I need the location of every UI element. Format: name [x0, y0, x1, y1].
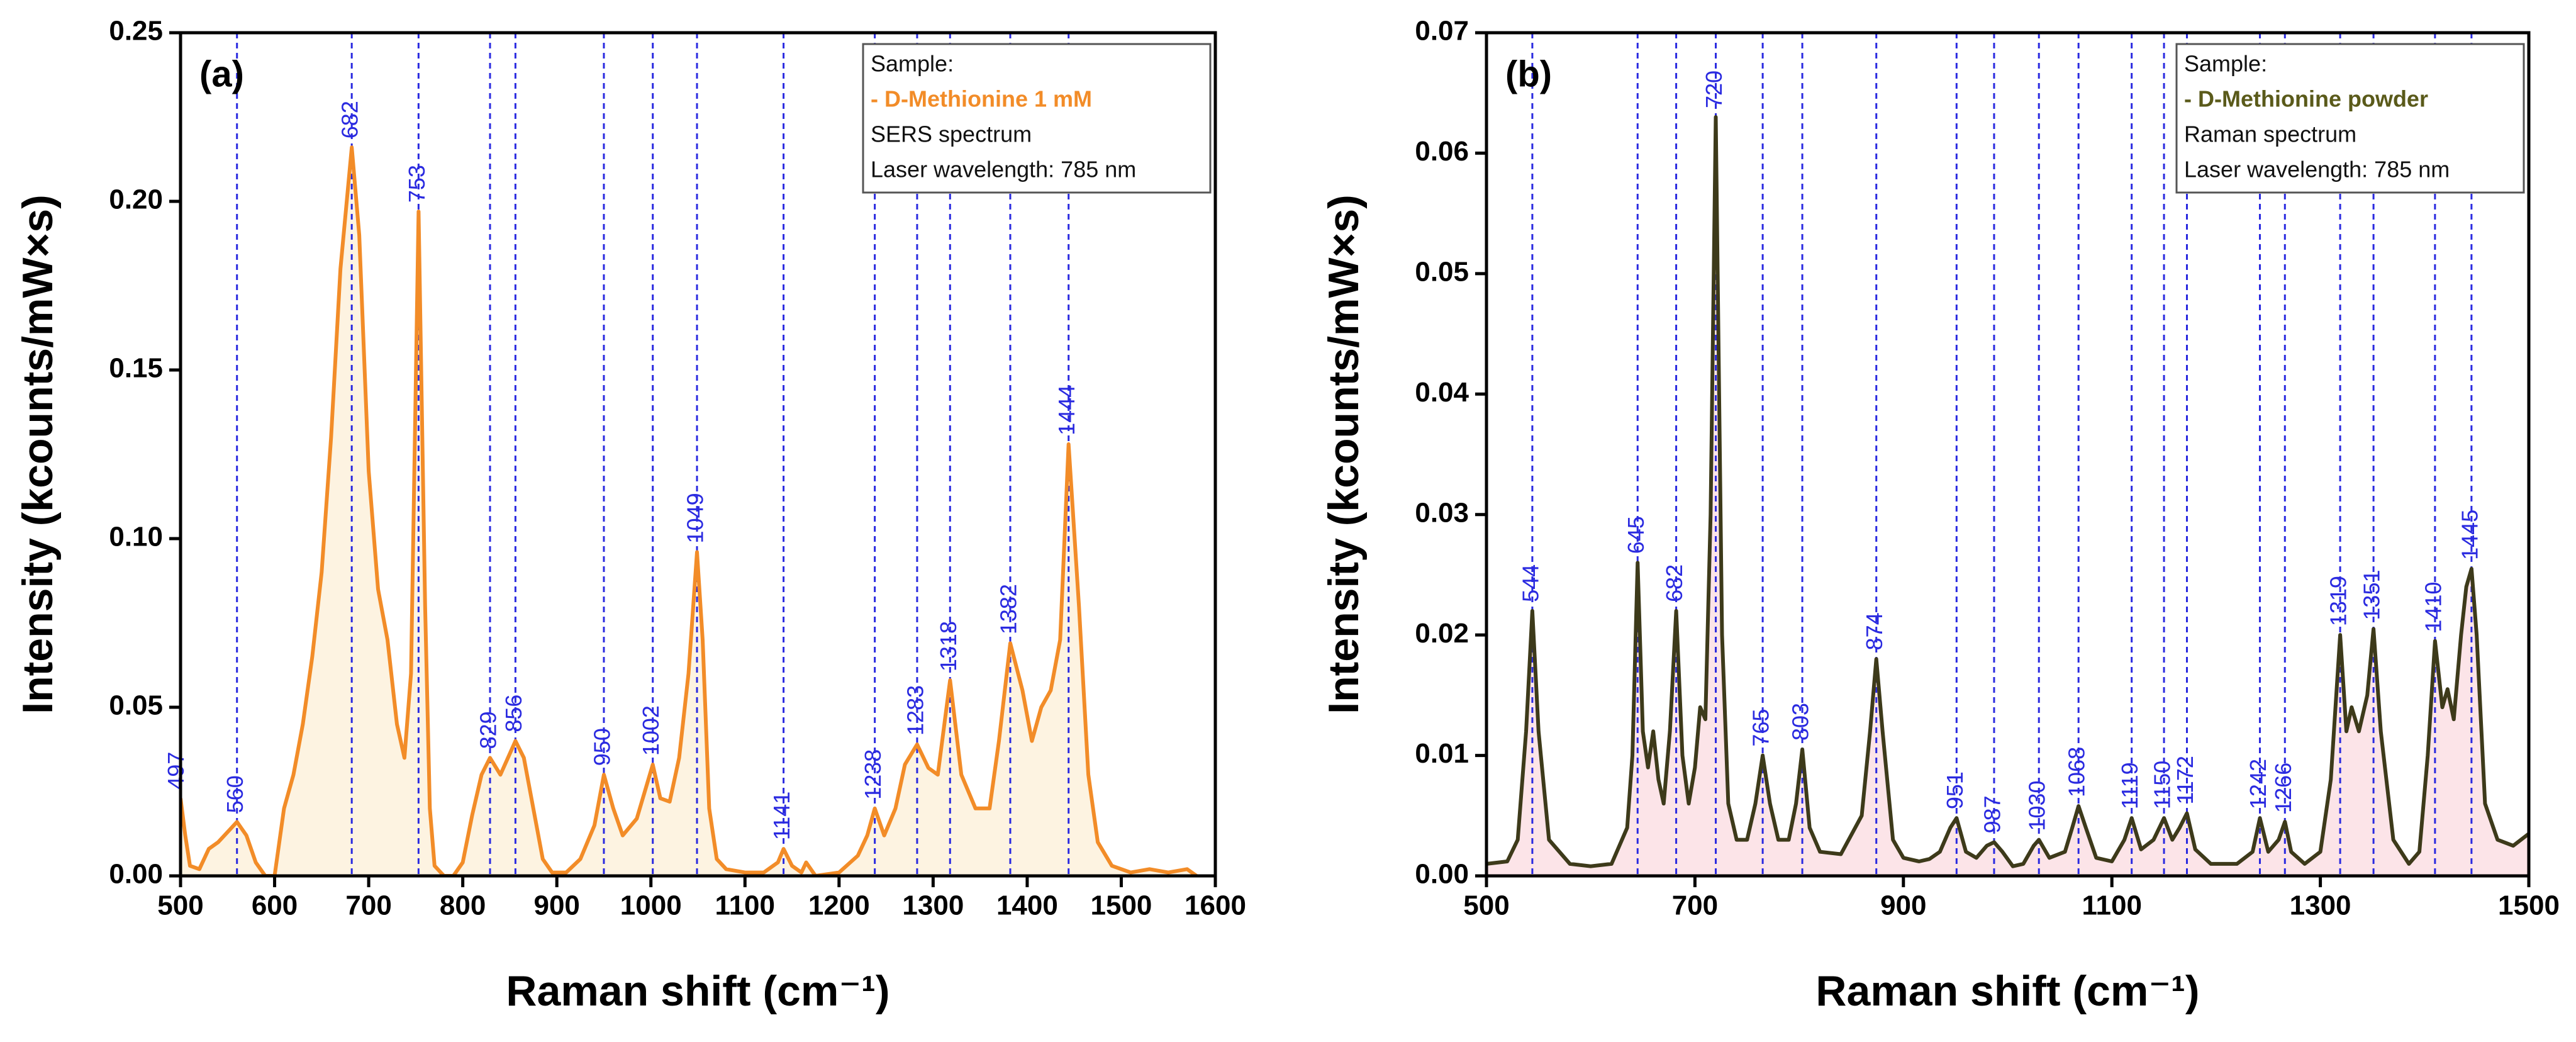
- plot-frame: [1485, 31, 2531, 878]
- panel-label: (a): [199, 53, 244, 94]
- x-tick-label: 800: [440, 890, 486, 921]
- x-tick-label: 1300: [902, 890, 964, 921]
- peak-label: 765: [1748, 709, 1774, 746]
- peak-label: 753: [404, 165, 430, 203]
- y-tick-label: 0.04: [1415, 377, 1469, 408]
- x-tick-label: 1600: [1185, 890, 1246, 921]
- peak-label: 1319: [2326, 576, 2351, 626]
- x-tick-label: 900: [533, 890, 579, 921]
- x-tick-label: 1000: [620, 890, 682, 921]
- peak-label: 1266: [2270, 763, 2296, 813]
- peak-label: 497: [163, 752, 189, 790]
- legend-text: SERS spectrum: [871, 121, 1032, 147]
- legend-text: Laser wavelength: 785 nm: [2184, 157, 2450, 182]
- x-tick-label: 1100: [715, 890, 775, 921]
- legend-text: Laser wavelength: 785 nm: [871, 157, 1136, 182]
- x-tick-label: 500: [157, 890, 203, 921]
- x-tick-label: 1400: [996, 890, 1058, 921]
- peak-label: 1283: [902, 685, 928, 736]
- peak-label: 1238: [860, 749, 886, 800]
- peak-label: 1410: [2420, 582, 2446, 632]
- peak-label: 1444: [1054, 385, 1079, 435]
- y-tick-label: 0.00: [109, 859, 163, 890]
- peak-label: 682: [337, 101, 363, 138]
- y-tick-label: 0.10: [109, 522, 163, 552]
- y-tick-label: 0.25: [109, 16, 163, 47]
- y-axis-label: Intensity (kcounts/mW×s): [1320, 194, 1368, 714]
- legend-text: Sample:: [871, 51, 954, 77]
- peak-label: 1445: [2456, 510, 2482, 560]
- y-axis-label: Intensity (kcounts/mW×s): [14, 194, 62, 714]
- legend-box: [2175, 43, 2525, 194]
- x-tick-label: 1100: [2082, 890, 2141, 921]
- legend-text: - D-Methionine powder: [2184, 86, 2428, 112]
- x-axis-label: Raman shift (cm⁻¹): [506, 967, 889, 1015]
- peak-label: 950: [589, 728, 615, 766]
- x-tick-label: 1500: [2498, 890, 2560, 921]
- x-tick-label: 900: [1880, 890, 1926, 921]
- peak-label: 987: [1979, 795, 2005, 833]
- legend-text: - D-Methionine 1 mM: [871, 86, 1092, 112]
- spectrum-area: [1486, 117, 2529, 876]
- legend-text: Sample:: [2184, 51, 2267, 77]
- plot-frame: [179, 31, 1217, 878]
- peak-label: 682: [1661, 564, 1687, 602]
- spectrum-line: [181, 145, 1198, 876]
- peak-label: 1382: [996, 584, 1022, 634]
- panel: 497 560 682 753 829 856 950 1002 1049 1141 1238 128…: [14, 16, 1246, 1015]
- y-tick-label: 0.07: [1415, 16, 1469, 47]
- peak-label: 1002: [638, 705, 664, 756]
- peak-label: 1351: [2359, 569, 2385, 620]
- y-tick-label: 0.03: [1415, 497, 1469, 528]
- peak-label: 1049: [683, 493, 708, 543]
- x-tick-label: 500: [1463, 890, 1509, 921]
- x-tick-label: 600: [252, 890, 298, 921]
- peak-label: 1068: [2064, 747, 2090, 797]
- x-tick-label: 700: [1672, 890, 1718, 921]
- x-tick-label: 700: [345, 890, 391, 921]
- peak-label: 1318: [935, 621, 961, 671]
- peak-label: 951: [1942, 771, 1968, 809]
- peak-label: 720: [1701, 70, 1727, 108]
- x-tick-label: 1200: [808, 890, 870, 921]
- peak-label: 874: [1861, 612, 1887, 650]
- spectrum-line: [1486, 115, 2529, 868]
- peak-label: 1150: [2149, 761, 2175, 809]
- x-axis-label: Raman shift (cm⁻¹): [1815, 967, 2199, 1015]
- y-tick-label: 0.06: [1415, 136, 1469, 167]
- y-tick-label: 0.02: [1415, 618, 1469, 649]
- x-tick-label: 1300: [2290, 890, 2351, 921]
- y-tick-label: 0.01: [1415, 738, 1469, 769]
- peak-label: 1242: [2245, 759, 2271, 809]
- legend-text: Raman spectrum: [2184, 121, 2356, 147]
- y-tick-label: 0.20: [109, 184, 163, 215]
- peak-label: 560: [222, 775, 248, 813]
- legend-box: [862, 43, 1212, 194]
- y-tick-label: 0.05: [109, 690, 163, 721]
- spectrum-area: [181, 147, 1197, 876]
- y-tick-label: 0.05: [1415, 256, 1469, 287]
- peak-label: 1141: [769, 792, 795, 840]
- peak-label: 1030: [2024, 780, 2050, 831]
- peak-label: 544: [1517, 564, 1543, 602]
- peak-label: 1119: [2117, 762, 2143, 809]
- peak-label: 829: [476, 711, 501, 749]
- peak-label: 856: [501, 695, 527, 732]
- peak-label: 645: [1623, 516, 1649, 554]
- x-tick-label: 1500: [1091, 890, 1152, 921]
- peak-label: 803: [1788, 703, 1814, 741]
- y-tick-label: 0.00: [1415, 859, 1469, 890]
- peak-label: 1172: [2172, 756, 2198, 804]
- panel-label: (b): [1505, 53, 1552, 94]
- y-tick-label: 0.15: [109, 353, 163, 384]
